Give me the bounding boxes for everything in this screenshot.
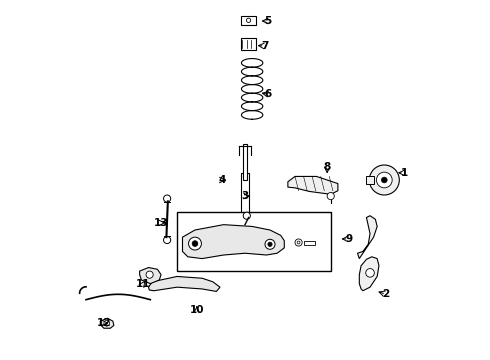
Text: 11: 11 xyxy=(136,279,150,289)
Polygon shape xyxy=(140,267,161,284)
Circle shape xyxy=(104,320,110,326)
Circle shape xyxy=(146,271,153,278)
Circle shape xyxy=(295,239,302,246)
Bar xyxy=(304,242,315,245)
Circle shape xyxy=(268,242,272,247)
Circle shape xyxy=(189,237,201,250)
Text: 12: 12 xyxy=(97,318,111,328)
Circle shape xyxy=(381,177,387,183)
Circle shape xyxy=(297,241,300,244)
Text: 9: 9 xyxy=(345,234,352,244)
Polygon shape xyxy=(100,318,114,328)
Circle shape xyxy=(240,243,250,253)
Text: 7: 7 xyxy=(261,41,269,51)
Polygon shape xyxy=(359,257,379,291)
Bar xyxy=(243,144,247,180)
FancyBboxPatch shape xyxy=(242,16,256,24)
Text: 2: 2 xyxy=(383,289,390,299)
Circle shape xyxy=(376,172,392,188)
Text: 4: 4 xyxy=(218,175,225,185)
Bar xyxy=(241,173,249,251)
Polygon shape xyxy=(288,176,338,194)
Circle shape xyxy=(246,18,251,22)
Circle shape xyxy=(327,193,334,200)
FancyBboxPatch shape xyxy=(177,212,331,271)
Polygon shape xyxy=(358,216,377,258)
Polygon shape xyxy=(182,225,284,258)
Circle shape xyxy=(243,212,250,219)
Text: 5: 5 xyxy=(265,16,272,26)
Text: 13: 13 xyxy=(154,218,168,228)
Text: 6: 6 xyxy=(265,89,272,99)
Bar xyxy=(367,176,373,184)
Circle shape xyxy=(164,195,171,202)
Circle shape xyxy=(366,269,374,277)
Text: 3: 3 xyxy=(242,191,248,201)
Circle shape xyxy=(265,239,275,249)
Circle shape xyxy=(164,237,171,244)
Text: 10: 10 xyxy=(190,305,204,315)
Circle shape xyxy=(369,165,399,195)
Circle shape xyxy=(192,241,198,247)
Polygon shape xyxy=(148,276,220,292)
Text: 1: 1 xyxy=(400,168,408,178)
Text: 8: 8 xyxy=(323,162,331,172)
FancyBboxPatch shape xyxy=(241,38,256,50)
